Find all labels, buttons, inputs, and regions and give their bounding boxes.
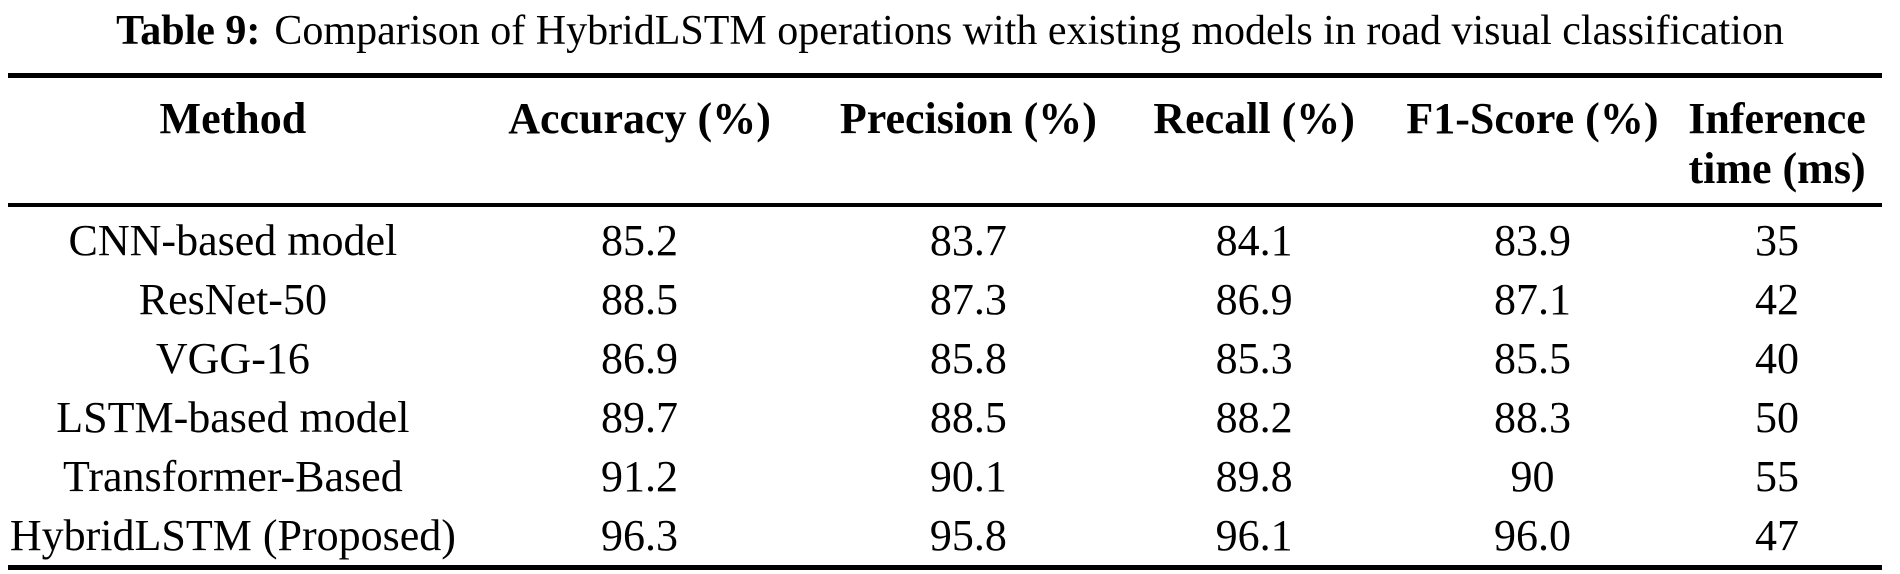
- cell-method: CNN-based model: [68, 216, 398, 265]
- table-row: ResNet-50 88.5 87.3 86.9 87.1 42: [8, 270, 1882, 329]
- cell-method: VGG-16: [155, 334, 310, 383]
- header-recall: Recall (%): [1115, 75, 1393, 207]
- table-row: HybridLSTM (Proposed) 96.3 95.8 96.1 96.…: [8, 506, 1882, 568]
- cell-method: HybridLSTM (Proposed): [9, 511, 456, 560]
- table-caption-text: Comparison of HybridLSTM operations with…: [274, 8, 1784, 54]
- cell-precision: 88.5: [929, 393, 1007, 442]
- cell-precision: 85.8: [929, 334, 1007, 383]
- cell-recall: 96.1: [1215, 511, 1293, 560]
- cell-inference-time: 50: [1755, 393, 1800, 442]
- cell-recall: 86.9: [1215, 275, 1293, 324]
- cell-accuracy: 85.2: [601, 216, 679, 265]
- table-body: CNN-based model 85.2 83.7 84.1 83.9 35 R…: [8, 205, 1882, 568]
- cell-f1-score: 96.0: [1493, 511, 1571, 560]
- cell-recall: 88.2: [1215, 393, 1293, 442]
- cell-f1-score: 85.5: [1493, 334, 1571, 383]
- cell-inference-time: 47: [1755, 511, 1800, 560]
- cell-precision: 90.1: [929, 452, 1007, 501]
- header-f1-score: F1-Score (%): [1392, 75, 1673, 207]
- cell-inference-time: 42: [1755, 275, 1800, 324]
- header-accuracy: Accuracy (%): [457, 75, 822, 207]
- header-method: Method: [8, 75, 458, 207]
- table-caption-label: Table 9:: [116, 8, 261, 54]
- cell-method: LSTM-based model: [56, 393, 410, 442]
- cell-accuracy: 91.2: [601, 452, 679, 501]
- cell-inference-time: 35: [1755, 216, 1800, 265]
- comparison-table: Method Accuracy (%) Precision (%) Recall…: [8, 73, 1882, 570]
- cell-recall: 89.8: [1215, 452, 1293, 501]
- cell-recall: 85.3: [1215, 334, 1293, 383]
- cell-accuracy: 88.5: [601, 275, 679, 324]
- cell-f1-score: 88.3: [1493, 393, 1571, 442]
- cell-precision: 87.3: [929, 275, 1007, 324]
- table-row: LSTM-based model 89.7 88.5 88.2 88.3 50: [8, 388, 1882, 447]
- cell-precision: 95.8: [929, 511, 1007, 560]
- cell-method: Transformer-Based: [63, 452, 403, 501]
- header-inference-time: Inference time (ms): [1672, 75, 1882, 207]
- cell-inference-time: 55: [1755, 452, 1800, 501]
- cell-method: ResNet-50: [138, 275, 327, 324]
- cell-recall: 84.1: [1215, 216, 1293, 265]
- cell-f1-score: 83.9: [1493, 216, 1571, 265]
- cell-f1-score: 87.1: [1493, 275, 1571, 324]
- table-header-row: Method Accuracy (%) Precision (%) Recall…: [8, 75, 1882, 207]
- cell-accuracy: 89.7: [601, 393, 679, 442]
- header-precision: Precision (%): [821, 75, 1116, 207]
- cell-precision: 83.7: [929, 216, 1007, 265]
- table-caption: Table 9: Comparison of HybridLSTM operati…: [0, 0, 1900, 56]
- cell-accuracy: 96.3: [601, 511, 679, 560]
- table-row: CNN-based model 85.2 83.7 84.1 83.9 35: [8, 205, 1882, 270]
- cell-f1-score: 90: [1510, 452, 1555, 501]
- cell-accuracy: 86.9: [601, 334, 679, 383]
- cell-inference-time: 40: [1755, 334, 1800, 383]
- table-row: VGG-16 86.9 85.8 85.3 85.5 40: [8, 329, 1882, 388]
- table-row: Transformer-Based 91.2 90.1 89.8 90 55: [8, 447, 1882, 506]
